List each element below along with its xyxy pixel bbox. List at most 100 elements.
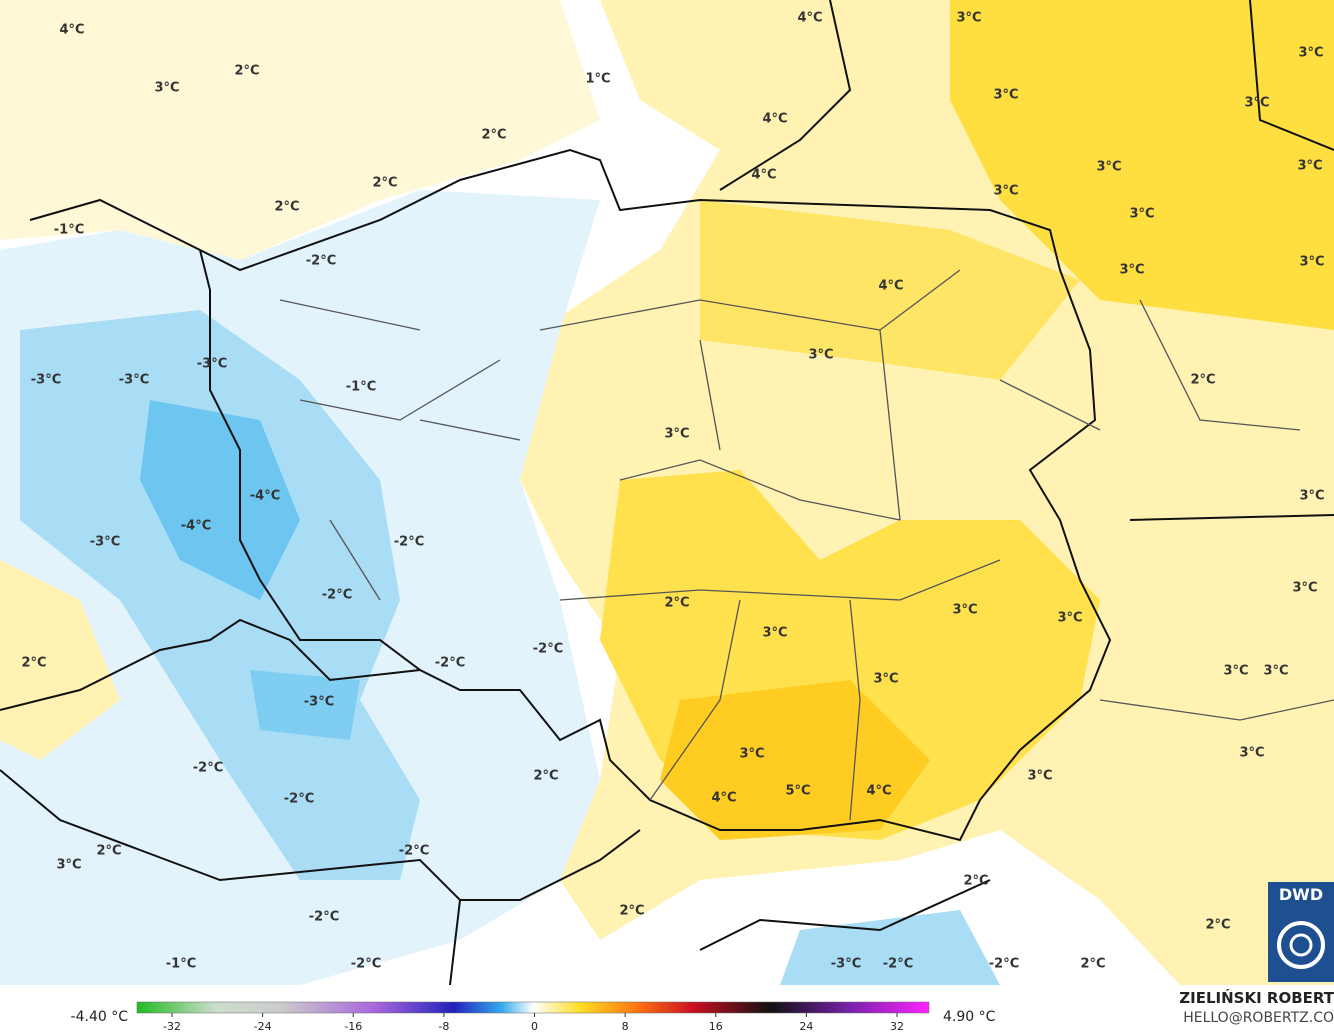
temperature-label: -2°C (322, 588, 352, 603)
temperature-label: 3°C (1263, 664, 1288, 679)
temperature-label: 3°C (1119, 263, 1144, 278)
temperature-label: 3°C (873, 672, 898, 687)
colorbar-tick-label: -32 (163, 1020, 181, 1033)
temperature-label: 4°C (59, 23, 84, 38)
temperature-label: 2°C (21, 656, 46, 671)
colorbar-ticks: -32 -24 -16 -8 0 8 16 24 32 (163, 1013, 904, 1033)
temperature-label: 4°C (866, 784, 891, 799)
temperature-label: 2°C (274, 200, 299, 215)
temperature-label: -1°C (166, 957, 196, 972)
temperature-label: 3°C (1239, 746, 1264, 761)
temperature-label: -4°C (250, 489, 280, 504)
warmest-region (660, 680, 930, 840)
temperature-label: -2°C (309, 910, 339, 925)
temperature-label: 3°C (1129, 207, 1154, 222)
temperature-label: 3°C (1223, 664, 1248, 679)
temperature-label: 3°C (739, 747, 764, 762)
temperature-label: -2°C (284, 792, 314, 807)
temperature-label: 3°C (762, 626, 787, 641)
temperature-label: 2°C (1080, 957, 1105, 972)
temperature-label: 2°C (96, 844, 121, 859)
temperature-label: 3°C (1298, 46, 1323, 61)
temperature-label: 2°C (234, 64, 259, 79)
temperature-label: -3°C (119, 373, 149, 388)
temperature-label: 3°C (1096, 160, 1121, 175)
temperature-label: 2°C (481, 128, 506, 143)
temperature-label: 4°C (762, 112, 787, 127)
colorbar-tick-label: 24 (799, 1020, 813, 1033)
temperature-label: 4°C (711, 791, 736, 806)
colorbar-tick-label: 16 (709, 1020, 723, 1033)
mild-region (0, 560, 120, 760)
temperature-label: -3°C (90, 535, 120, 550)
temperature-label: 2°C (1190, 373, 1215, 388)
country-border (0, 0, 1334, 986)
colorbar-tick-label: -24 (254, 1020, 272, 1033)
temperature-label: 3°C (1027, 769, 1052, 784)
map-background (0, 0, 1334, 985)
country-border (29, 148, 1112, 842)
mild-region (0, 0, 600, 260)
admin-border (279, 269, 1334, 821)
colorbar-tick-label: 8 (622, 1020, 629, 1033)
temperature-label: 3°C (56, 858, 81, 873)
temperature-label: 4°C (751, 168, 776, 183)
temperature-label: -2°C (193, 761, 223, 776)
coldest-region (250, 670, 360, 740)
temperature-label: 2°C (372, 176, 397, 191)
temperature-label: 3°C (993, 88, 1018, 103)
logo-icon (1277, 921, 1325, 969)
temperature-label: 3°C (808, 348, 833, 363)
temperature-label: -2°C (306, 254, 336, 269)
colorbar-tick-label: 32 (890, 1020, 904, 1033)
colder-region (780, 910, 1000, 985)
warmer-region (700, 200, 1080, 380)
temperature-label: 2°C (619, 904, 644, 919)
temperature-label: 4°C (878, 279, 903, 294)
colorbar-tick-label: -8 (438, 1020, 449, 1033)
temperature-label: 2°C (533, 769, 558, 784)
temperature-label: 1°C (585, 72, 610, 87)
credit-email: HELLO@ROBERTZ.CO (1183, 1010, 1334, 1026)
temperature-label: -3°C (304, 695, 334, 710)
temperature-label: -3°C (197, 357, 227, 372)
temperature-label: -2°C (435, 656, 465, 671)
temperature-label: -2°C (351, 957, 381, 972)
temperature-label: -2°C (533, 642, 563, 657)
temperature-label: -1°C (346, 380, 376, 395)
colorbar-max-label: 4.90 °C (943, 1009, 996, 1025)
temperature-label: -2°C (883, 957, 913, 972)
colder-region (20, 310, 420, 880)
coldest-region (140, 400, 300, 600)
warmer-region (950, 0, 1334, 330)
temperature-label: 3°C (1299, 255, 1324, 270)
temperature-label: 2°C (664, 596, 689, 611)
borders (0, 0, 1334, 986)
temperature-label: -1°C (54, 223, 84, 238)
temperature-label: -2°C (989, 957, 1019, 972)
temperature-label: 3°C (154, 81, 179, 96)
credit-name: ZIELIŃSKI ROBERT (1179, 988, 1334, 1007)
temperature-label: 4°C (797, 11, 822, 26)
temperature-label: 3°C (1057, 611, 1082, 626)
temperature-label: 3°C (1299, 489, 1324, 504)
temperature-label: -3°C (31, 373, 61, 388)
colorbar-tick-label: 0 (531, 1020, 538, 1033)
temperature-label: 3°C (1244, 96, 1269, 111)
logo-text: DWD (1279, 885, 1323, 904)
temperature-label: 3°C (952, 603, 977, 618)
temperature-label: -2°C (399, 844, 429, 859)
temperature-label: -4°C (181, 519, 211, 534)
temperature-label: 3°C (1297, 159, 1322, 174)
temperature-label: -3°C (831, 957, 861, 972)
temperature-label: 3°C (1292, 581, 1317, 596)
colorbar-tick-label: -16 (344, 1020, 362, 1033)
temperature-label: 3°C (993, 184, 1018, 199)
logo-icon (1289, 933, 1313, 957)
temperature-label: 3°C (956, 11, 981, 26)
temperature-label: -2°C (394, 535, 424, 550)
temperature-label: 2°C (1205, 918, 1230, 933)
colorbar-min-label: -4.40 °C (71, 1009, 129, 1025)
temperature-labels: 4°C 2°C 3°C 1°C 4°C 3°C 3°C 3°C 3°C 4°C 2°C 3°C 3°C 2… (21, 11, 1324, 972)
